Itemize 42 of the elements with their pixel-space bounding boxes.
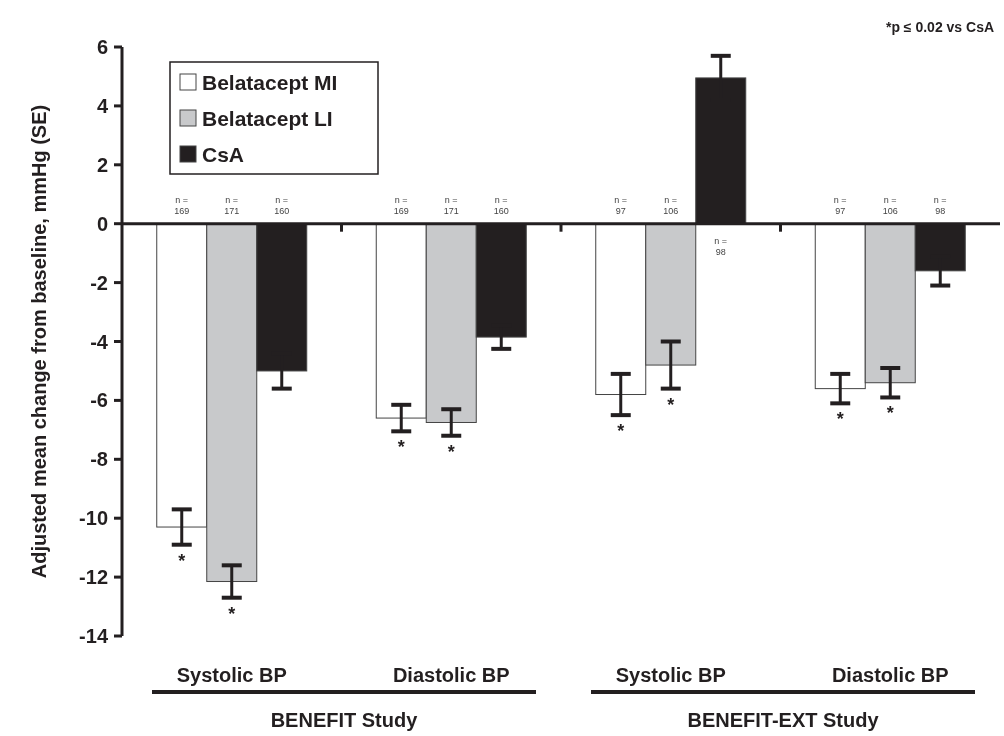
legend-label: CsA	[202, 143, 245, 166]
annotation: *	[886, 403, 894, 424]
y-tick-label: 6	[96, 36, 108, 58]
annotation: n = 171	[224, 194, 240, 216]
annotation: n = 169	[174, 194, 190, 216]
y-tick-label: 2	[96, 153, 108, 176]
text: BENEFIT Study	[270, 709, 419, 731]
annotation: n = 106	[663, 194, 679, 216]
text: *p ≤ 0.02 vs CsA	[885, 19, 995, 35]
x-tick-label: Systolic BP	[615, 664, 726, 686]
annotation: n = 97	[833, 194, 847, 216]
y-tick-label: -10	[79, 507, 108, 530]
annotation: *	[617, 421, 625, 442]
x-tick-label: Diastolic BP	[392, 664, 510, 686]
annotation: n = 160	[274, 194, 290, 216]
y-tick-label: -2	[90, 271, 108, 294]
annotation: n = 160	[493, 194, 509, 216]
annotation: *	[178, 550, 186, 571]
y-tick-label: -12	[79, 566, 108, 589]
annotation: *	[447, 441, 455, 462]
annotation: *	[228, 603, 236, 624]
annotation: *	[836, 409, 844, 430]
annotation: *	[667, 394, 675, 415]
y-axis-title: Adjusted mean change from baseline, mmHg (SE)	[28, 104, 50, 579]
x-tick-label: Diastolic BP	[831, 664, 949, 686]
y-tick-label: -6	[90, 389, 108, 412]
y-tick-label: -8	[90, 448, 108, 471]
annotation: *	[397, 437, 405, 458]
y-tick-label: 4	[96, 94, 109, 117]
y-tick-label: -4	[90, 330, 109, 353]
y-tick-label: -14	[79, 625, 109, 647]
annotation: n = 106	[882, 194, 898, 216]
annotation: n = 98	[933, 194, 947, 216]
x-tick-label: Systolic BP	[176, 664, 287, 686]
annotation: n = 169	[393, 194, 409, 216]
annotation: n = 171	[443, 194, 459, 216]
annotation: n = 98	[714, 235, 728, 257]
text: BENEFIT-EXT Study	[687, 709, 880, 731]
legend-label: Belatacept MI	[202, 71, 338, 94]
annotation: n = 97	[614, 194, 628, 216]
y-tick-label: 0	[96, 212, 108, 235]
legend-label: Belatacept LI	[202, 107, 333, 130]
